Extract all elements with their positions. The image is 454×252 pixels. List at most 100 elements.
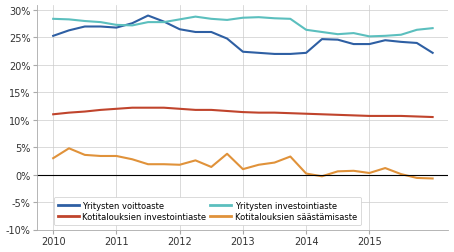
Kotitalouksien säästämisaste <box>66 147 72 150</box>
Kotitalouksien säästämisaste <box>114 155 119 158</box>
Yritysten voittoaste <box>98 26 104 29</box>
Kotitalouksien investointiaste <box>129 107 135 110</box>
Legend: Yritysten voittoaste, Kotitalouksien investointiaste, Yritysten investointiaste,: Yritysten voittoaste, Kotitalouksien inv… <box>54 197 361 226</box>
Kotitalouksien investointiaste <box>193 109 198 112</box>
Yritysten investointiaste <box>319 31 325 34</box>
Kotitalouksien investointiaste <box>367 115 372 118</box>
Yritysten investointiaste <box>303 29 309 32</box>
Yritysten investointiaste <box>193 16 198 19</box>
Yritysten voittoaste <box>82 26 88 29</box>
Kotitalouksien investointiaste <box>272 112 277 115</box>
Yritysten voittoaste <box>240 51 246 54</box>
Yritysten voittoaste <box>335 39 340 42</box>
Kotitalouksien säästämisaste <box>382 167 388 170</box>
Yritysten voittoaste <box>129 23 135 26</box>
Kotitalouksien investointiaste <box>414 115 419 118</box>
Yritysten voittoaste <box>303 52 309 55</box>
Kotitalouksien säästämisaste <box>224 153 230 156</box>
Kotitalouksien säästämisaste <box>161 163 167 166</box>
Yritysten voittoaste <box>50 35 56 38</box>
Kotitalouksien säästämisaste <box>82 154 88 157</box>
Yritysten investointiaste <box>335 34 340 37</box>
Kotitalouksien investointiaste <box>351 114 356 117</box>
Kotitalouksien investointiaste <box>398 115 404 118</box>
Kotitalouksien investointiaste <box>382 115 388 118</box>
Yritysten investointiaste <box>66 19 72 22</box>
Yritysten investointiaste <box>50 18 56 21</box>
Kotitalouksien investointiaste <box>114 108 119 111</box>
Yritysten investointiaste <box>208 18 214 21</box>
Kotitalouksien säästämisaste <box>129 158 135 161</box>
Yritysten voittoaste <box>208 31 214 34</box>
Yritysten investointiaste <box>382 35 388 38</box>
Yritysten voittoaste <box>193 31 198 34</box>
Yritysten voittoaste <box>161 21 167 24</box>
Kotitalouksien säästämisaste <box>145 163 151 166</box>
Yritysten voittoaste <box>288 53 293 56</box>
Kotitalouksien säästämisaste <box>398 173 404 176</box>
Kotitalouksien investointiaste <box>98 109 104 112</box>
Kotitalouksien investointiaste <box>319 113 325 116</box>
Kotitalouksien säästämisaste <box>177 164 183 167</box>
Kotitalouksien säästämisaste <box>288 155 293 159</box>
Kotitalouksien säästämisaste <box>50 157 56 160</box>
Kotitalouksien säästämisaste <box>367 172 372 175</box>
Yritysten voittoaste <box>351 43 356 46</box>
Yritysten investointiaste <box>177 19 183 22</box>
Kotitalouksien investointiaste <box>161 107 167 110</box>
Line: Kotitalouksien säästämisaste: Kotitalouksien säästämisaste <box>53 149 433 179</box>
Line: Yritysten investointiaste: Yritysten investointiaste <box>53 18 433 37</box>
Kotitalouksien investointiaste <box>145 107 151 110</box>
Yritysten voittoaste <box>382 40 388 43</box>
Yritysten voittoaste <box>272 53 277 56</box>
Kotitalouksien säästämisaste <box>240 168 246 171</box>
Yritysten investointiaste <box>114 24 119 27</box>
Kotitalouksien säästämisaste <box>319 175 325 178</box>
Kotitalouksien investointiaste <box>177 108 183 111</box>
Yritysten investointiaste <box>398 34 404 37</box>
Yritysten voittoaste <box>398 41 404 44</box>
Yritysten investointiaste <box>272 18 277 21</box>
Kotitalouksien säästämisaste <box>256 164 262 167</box>
Kotitalouksien säästämisaste <box>303 172 309 175</box>
Kotitalouksien investointiaste <box>335 114 340 117</box>
Yritysten investointiaste <box>367 36 372 39</box>
Yritysten voittoaste <box>114 27 119 30</box>
Yritysten investointiaste <box>430 27 435 30</box>
Kotitalouksien investointiaste <box>208 109 214 112</box>
Yritysten investointiaste <box>161 21 167 24</box>
Kotitalouksien säästämisaste <box>272 162 277 165</box>
Kotitalouksien investointiaste <box>256 112 262 115</box>
Kotitalouksien säästämisaste <box>193 159 198 162</box>
Yritysten investointiaste <box>256 17 262 20</box>
Kotitalouksien säästämisaste <box>208 166 214 169</box>
Kotitalouksien investointiaste <box>288 112 293 115</box>
Kotitalouksien säästämisaste <box>98 155 104 158</box>
Line: Kotitalouksien investointiaste: Kotitalouksien investointiaste <box>53 108 433 118</box>
Yritysten investointiaste <box>240 17 246 20</box>
Yritysten investointiaste <box>288 18 293 21</box>
Yritysten voittoaste <box>177 29 183 32</box>
Yritysten investointiaste <box>145 21 151 24</box>
Kotitalouksien investointiaste <box>303 113 309 116</box>
Yritysten voittoaste <box>319 39 325 42</box>
Yritysten voittoaste <box>430 52 435 55</box>
Kotitalouksien investointiaste <box>224 110 230 113</box>
Line: Yritysten voittoaste: Yritysten voittoaste <box>53 16 433 55</box>
Kotitalouksien investointiaste <box>66 112 72 115</box>
Kotitalouksien säästämisaste <box>351 170 356 173</box>
Yritysten voittoaste <box>224 38 230 41</box>
Yritysten investointiaste <box>82 20 88 23</box>
Yritysten voittoaste <box>256 52 262 55</box>
Kotitalouksien investointiaste <box>82 111 88 114</box>
Kotitalouksien säästämisaste <box>430 177 435 180</box>
Kotitalouksien investointiaste <box>240 111 246 114</box>
Kotitalouksien säästämisaste <box>414 177 419 180</box>
Yritysten voittoaste <box>66 30 72 33</box>
Yritysten investointiaste <box>351 33 356 36</box>
Yritysten investointiaste <box>129 25 135 28</box>
Yritysten voittoaste <box>145 15 151 18</box>
Yritysten investointiaste <box>224 19 230 22</box>
Yritysten voittoaste <box>414 42 419 45</box>
Yritysten investointiaste <box>98 21 104 24</box>
